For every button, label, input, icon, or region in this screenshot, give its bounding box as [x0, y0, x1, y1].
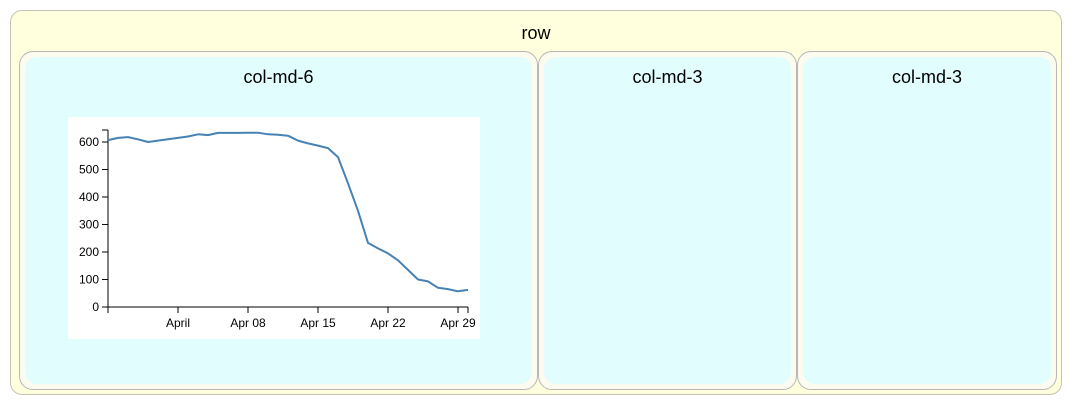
- column-label: col-md-3: [891, 67, 962, 87]
- y-tick-label: 600: [79, 135, 99, 149]
- x-tick-label: Apr 15: [300, 316, 336, 330]
- x-tick-label: Apr 29: [440, 316, 476, 330]
- data-series-line: [107, 131, 469, 293]
- column-panel: col-md-3: [803, 57, 1051, 384]
- row-container: row col-md-6 0 100 200 300 400 500 600 April Apr…: [10, 10, 1062, 395]
- y-tick-label: 500: [79, 163, 99, 177]
- x-tick-label: Apr 22: [370, 316, 406, 330]
- column-md-6: col-md-6 0 100 200 300 400 500 600 April Apr 08 A…: [19, 51, 538, 390]
- line-chart: 0 100 200 300 400 500 600 April Apr 08 Apr 15 Apr …: [68, 117, 480, 339]
- y-tick-label: 0: [92, 300, 99, 314]
- y-tick-label: 400: [79, 190, 99, 204]
- row-label: row: [521, 23, 551, 43]
- x-tick-label: April: [166, 316, 190, 330]
- x-tick-label: Apr 08: [230, 316, 266, 330]
- column-panel: col-md-3: [544, 57, 791, 384]
- column-md-3-second: col-md-3: [797, 51, 1057, 390]
- y-tick-label: 100: [79, 273, 99, 287]
- column-panel: col-md-6 0 100 200 300 400 500 600 April Apr 08 A…: [25, 57, 532, 384]
- column-label: col-md-3: [632, 67, 703, 87]
- column-label: col-md-6: [243, 67, 314, 87]
- y-tick-label: 300: [79, 218, 99, 232]
- y-tick-label: 200: [79, 245, 99, 259]
- line-chart-svg: 0 100 200 300 400 500 600 April Apr 08 Apr 15 Apr …: [79, 129, 476, 330]
- column-md-3-first: col-md-3: [538, 51, 797, 390]
